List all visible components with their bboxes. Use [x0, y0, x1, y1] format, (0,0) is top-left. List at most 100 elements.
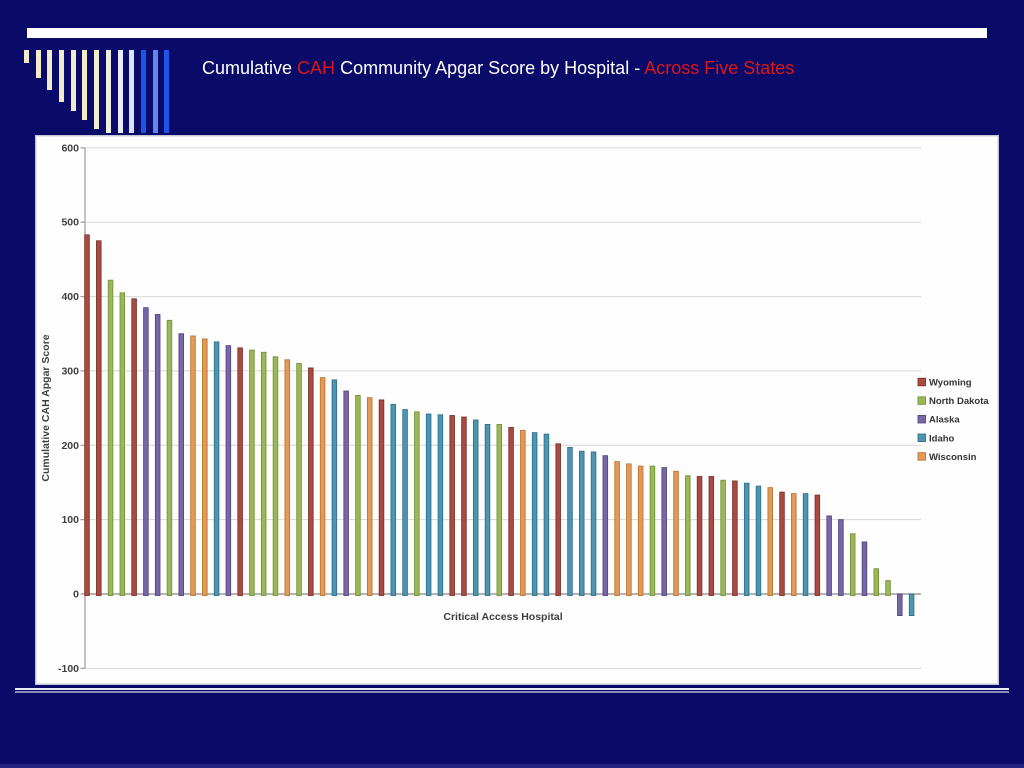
bar-69-north-dakota [885, 580, 891, 596]
bar-38-wisconsin [520, 429, 526, 596]
bar-26-wyoming [378, 399, 385, 596]
logo-stripes [24, 50, 176, 133]
bar-16-north-dakota [260, 351, 267, 596]
bar-49-north-dakota [649, 465, 656, 596]
bar-14-wyoming [237, 347, 243, 596]
title-segment-1: Cumulative [202, 58, 298, 78]
bar-53-wyoming [696, 476, 703, 596]
bar-22-idaho [331, 379, 338, 596]
bar-60-wyoming [779, 491, 785, 596]
bar-27-idaho [390, 403, 397, 596]
logo-stripe-1 [24, 50, 29, 63]
bar-31-idaho [437, 414, 444, 596]
title-segment-3: Community Apgar Score by Hospital - [335, 58, 645, 78]
bar-6-alaska [143, 307, 149, 596]
y-tick-label-0: 0 [73, 589, 79, 601]
bar-55-north-dakota [720, 479, 726, 596]
bar-41-wyoming [555, 443, 561, 596]
logo-stripe-12 [152, 50, 158, 133]
bar-63-wyoming [814, 494, 821, 596]
bar-50-alaska [661, 467, 667, 596]
y-tick-label-500: 500 [61, 217, 79, 229]
logo-stripe-9 [117, 50, 123, 133]
logo-stripe-3 [47, 50, 53, 90]
bar-65-alaska [838, 519, 844, 596]
bar-32-wyoming [449, 415, 455, 596]
bottom-separator-dark [15, 691, 1009, 693]
y-tick-label--100: -100 [58, 663, 79, 675]
bar-13-alaska [225, 345, 232, 596]
bar-46-wisconsin [614, 461, 620, 596]
bar-47-wisconsin [626, 463, 632, 596]
bar-12-idaho [213, 341, 220, 596]
bar-64-alaska [826, 515, 832, 596]
bar-44-idaho [590, 451, 597, 596]
bar-48-wisconsin [637, 465, 644, 596]
bar-43-idaho [579, 450, 585, 596]
top-decor-bar [27, 28, 987, 38]
legend-label-wy: Wyoming [929, 378, 972, 389]
bottom-edge-strip [0, 764, 1024, 768]
logo-stripe-7 [94, 50, 100, 129]
bar-23-alaska [343, 390, 349, 596]
title-segment-4: Across Five States [644, 58, 795, 78]
bar-68-north-dakota [873, 568, 880, 596]
bar-54-wyoming [708, 476, 715, 596]
bar-70-alaska [897, 593, 903, 617]
bar-3-north-dakota [107, 279, 114, 596]
bar-20-wyoming [308, 367, 314, 596]
bar-24-north-dakota [355, 395, 361, 596]
bar-42-idaho [567, 447, 573, 596]
bar-52-north-dakota [685, 475, 691, 596]
y-tick-label-600: 600 [61, 142, 79, 154]
x-axis-title: Critical Access Hospital [443, 611, 562, 623]
logo-stripe-8 [105, 50, 111, 133]
y-tick-label-300: 300 [61, 365, 79, 377]
bar-19-north-dakota [296, 363, 302, 596]
bar-56-wyoming [732, 480, 738, 596]
legend-swatch-wy [917, 377, 926, 387]
legend-label-nd: North Dakota [929, 396, 989, 407]
bar-67-alaska [861, 541, 868, 596]
bar-59-wisconsin [767, 487, 773, 596]
bar-39-idaho [531, 432, 538, 596]
bar-71-idaho [908, 593, 915, 617]
bar-51-wisconsin [673, 470, 679, 596]
legend-swatch-nd [917, 396, 926, 405]
bar-45-alaska [602, 455, 609, 596]
y-tick-label-400: 400 [61, 291, 79, 303]
y-axis-title: Cumulative CAH Apgar Score [40, 334, 52, 481]
bar-15-north-dakota [249, 349, 255, 596]
bar-40-idaho [543, 433, 550, 596]
bar-25-wisconsin [366, 397, 373, 596]
bar-4-north-dakota [119, 292, 126, 596]
bar-21-wisconsin [319, 377, 326, 596]
bar-7-alaska [154, 313, 161, 596]
bar-18-wisconsin [284, 359, 291, 596]
y-tick-label-100: 100 [61, 514, 79, 526]
bar-57-idaho [743, 482, 750, 596]
logo-stripe-2 [35, 50, 41, 78]
bar-28-idaho [402, 409, 408, 596]
logo-stripe-13 [164, 50, 170, 133]
logo-stripe-4 [59, 50, 65, 102]
legend-swatch-wi [917, 452, 926, 461]
bar-33-wyoming [461, 416, 467, 596]
page-title: Cumulative CAH Community Apgar Score by … [202, 57, 992, 79]
chart-panel: 600 500 400 300 200 100 0 -100 Critical Access H… [35, 135, 999, 685]
chart-svg: 600 500 400 300 200 100 0 -100 Critical Access H… [40, 142, 989, 675]
bar-1-wyoming [84, 234, 90, 596]
title-segment-2: CAH [297, 58, 336, 78]
bar-34-idaho [472, 419, 479, 596]
bar-2-wyoming [96, 240, 102, 596]
legend-swatch-ak [917, 415, 926, 424]
legend-label-ak: Alaska [929, 415, 960, 426]
bar-29-north-dakota [414, 411, 420, 596]
logo-stripe-11 [140, 50, 146, 133]
logo-stripe-5 [70, 50, 76, 111]
bar-37-wyoming [508, 426, 514, 596]
bottom-separator-light [15, 688, 1009, 690]
legend-label-wi: Wisconsin [929, 452, 977, 463]
logo-stripe-10 [129, 50, 135, 133]
